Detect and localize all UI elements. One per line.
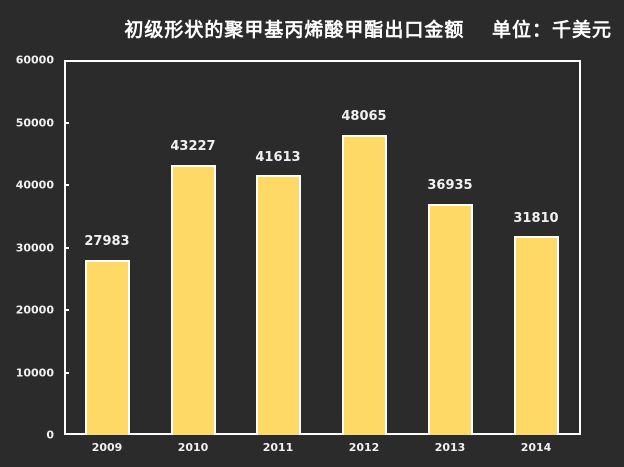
data-label-2010: 43227 — [170, 139, 216, 154]
x-tick-label: 2009 — [91, 441, 123, 454]
y-tick-mark — [64, 309, 69, 311]
y-tick-label: 40000 — [15, 178, 54, 192]
data-label-2014: 31810 — [513, 211, 559, 226]
y-tick-label: 30000 — [15, 241, 54, 254]
data-label-2009: 27983 — [84, 234, 130, 249]
bar-2009 — [85, 260, 130, 435]
bar-2010 — [171, 165, 216, 435]
chart-title: 初级形状的聚甲基丙烯酸甲酯出口金额 单位：千美元 — [124, 19, 612, 41]
y-tick-mark — [64, 371, 69, 374]
y-tick-label: 10000 — [15, 366, 54, 379]
x-tick-label: 2013 — [434, 441, 466, 454]
x-tick-label: 2012 — [348, 441, 380, 454]
y-tick-label: 0 — [46, 428, 54, 442]
data-label-2013: 36935 — [427, 178, 473, 193]
bar-2013 — [428, 204, 473, 435]
data-label-2012: 48065 — [341, 109, 387, 124]
bar-2011 — [256, 175, 301, 435]
x-tick-label: 2010 — [177, 441, 209, 454]
y-tick-label: 50000 — [15, 116, 54, 129]
bar-2012 — [342, 135, 387, 435]
y-tick-mark — [64, 184, 69, 186]
y-tick-label: 60000 — [15, 53, 54, 67]
y-tick-mark — [64, 246, 69, 249]
y-tick-mark — [64, 121, 69, 124]
x-tick-label: 2011 — [262, 441, 294, 454]
x-tick-label: 2014 — [520, 441, 552, 454]
bar-2014 — [514, 236, 559, 435]
data-label-2011: 41613 — [255, 150, 301, 165]
y-tick-label: 20000 — [15, 303, 54, 317]
